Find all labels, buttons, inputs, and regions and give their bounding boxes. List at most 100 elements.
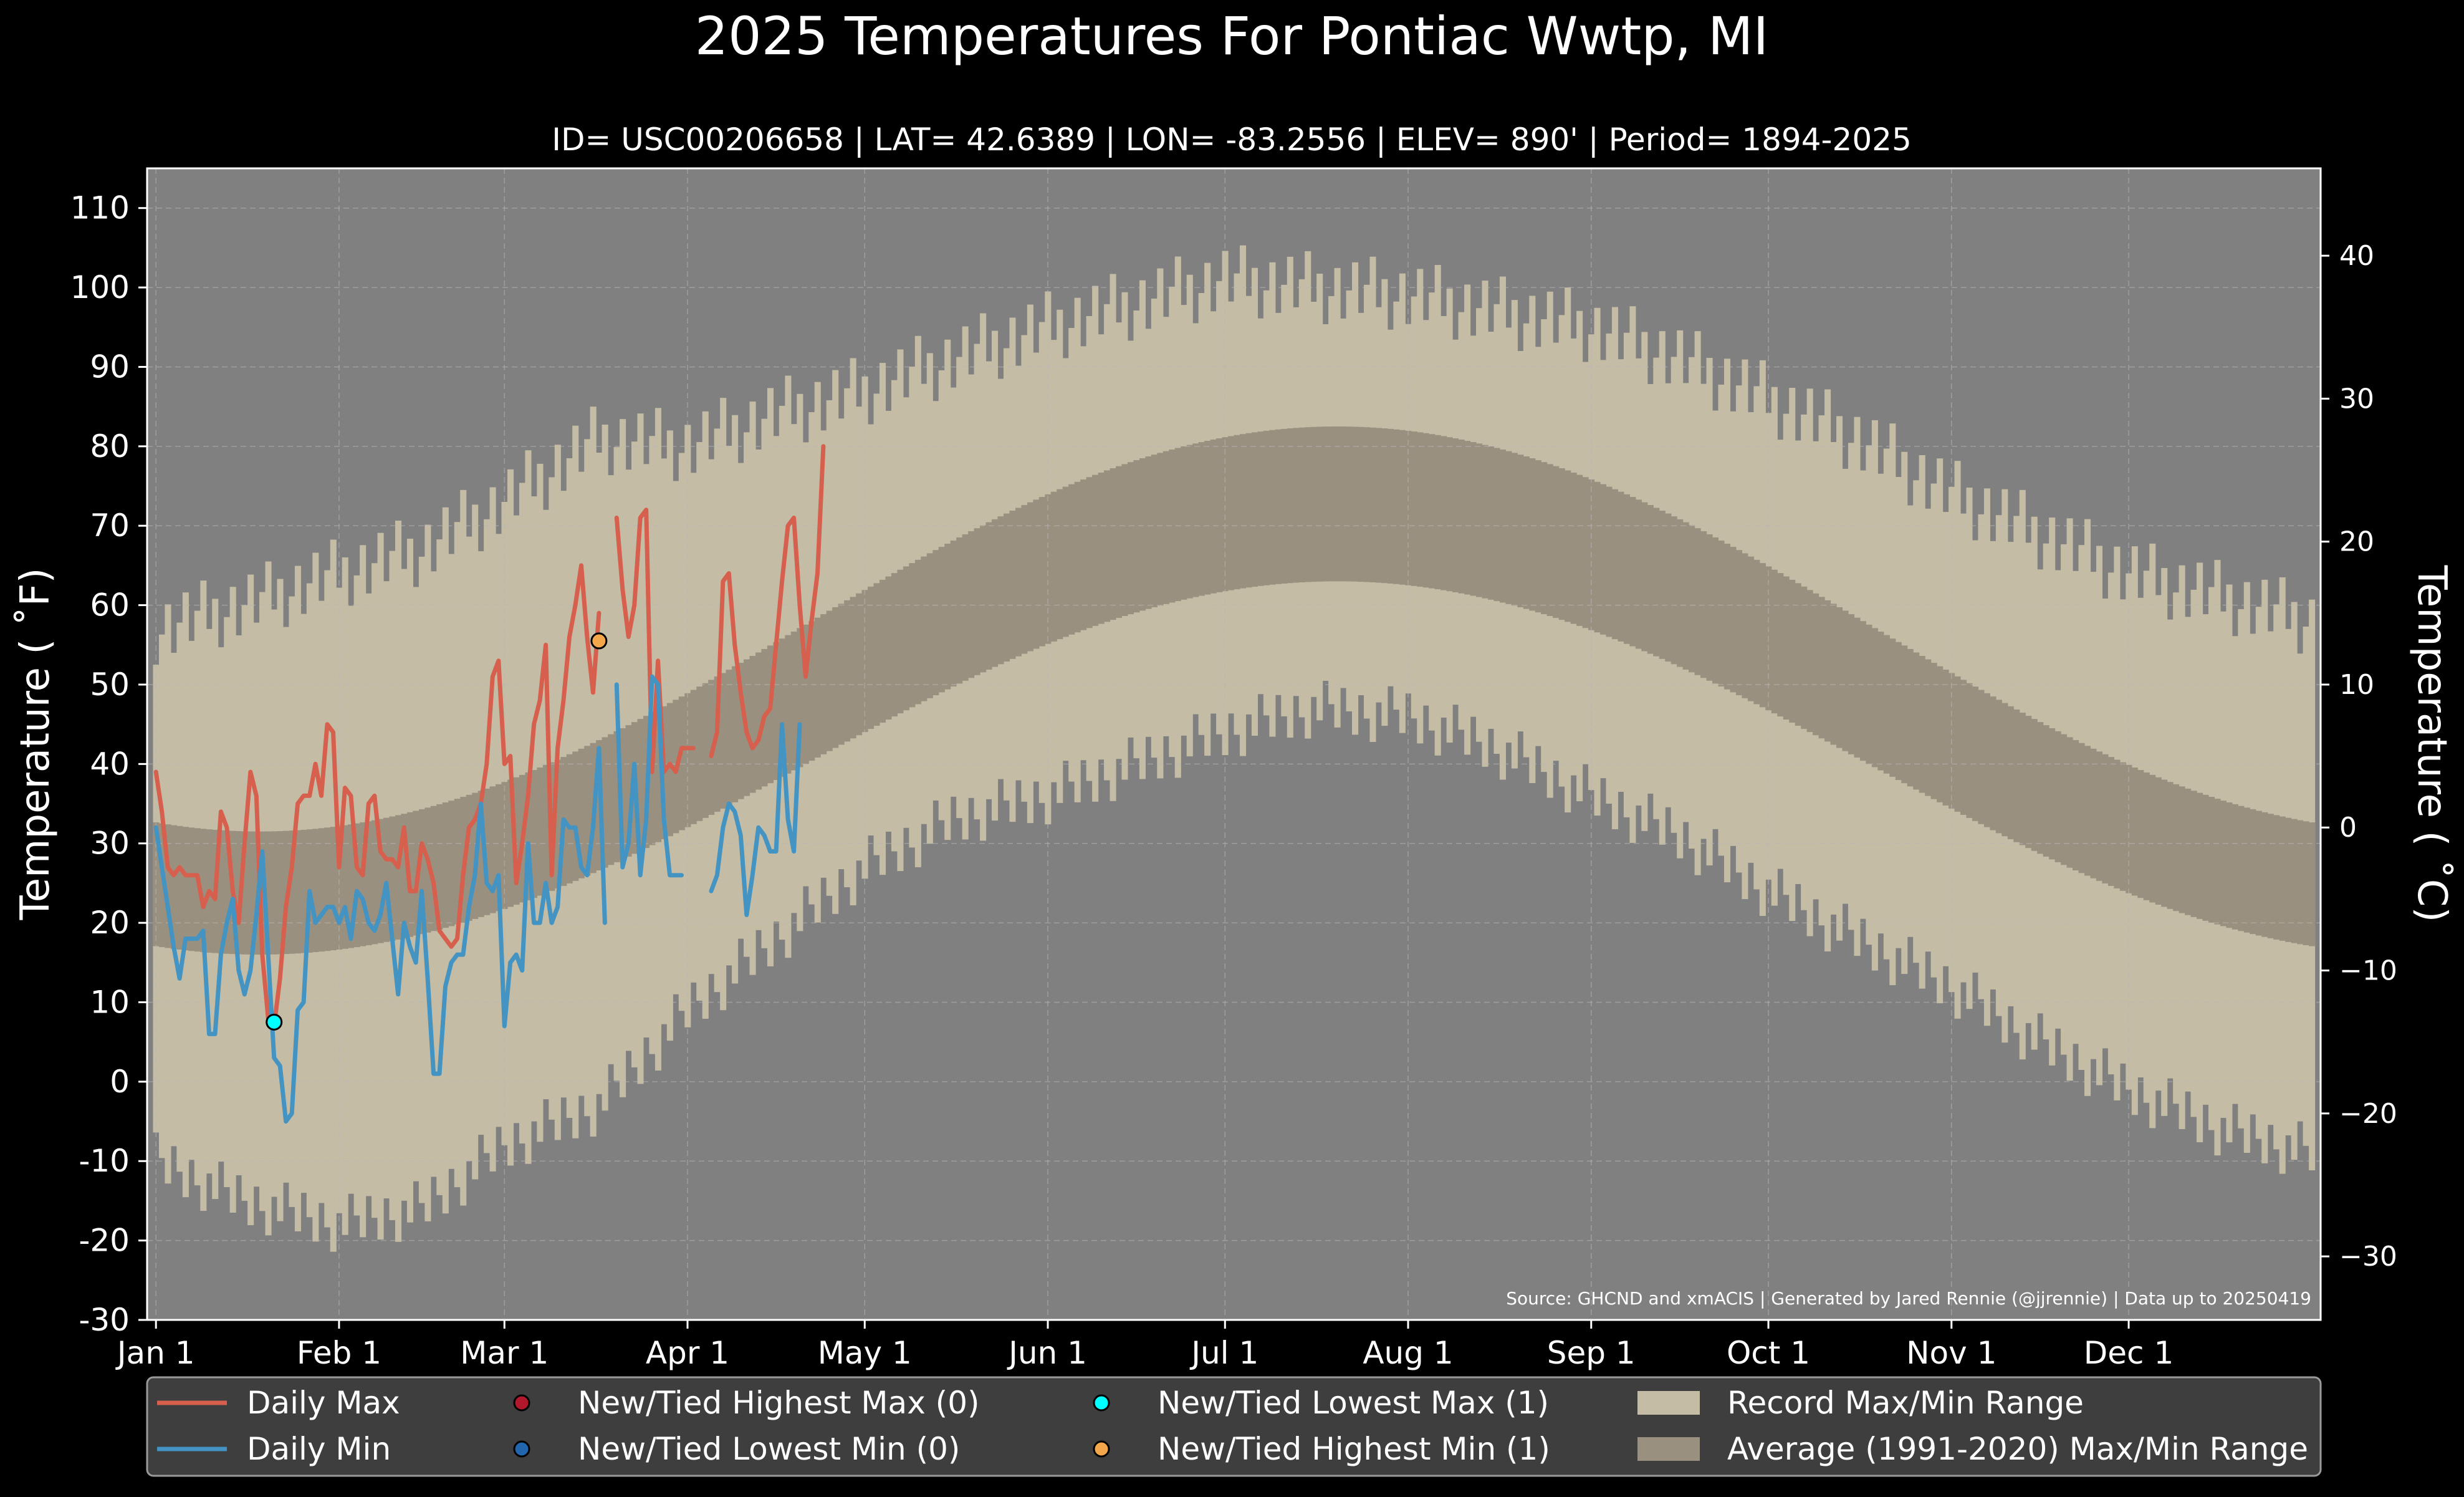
normal-range-bar [1322, 426, 1329, 582]
normal-range-bar [1399, 430, 1406, 585]
normal-range-bar [1611, 489, 1619, 640]
y-tick-label: 110 [70, 190, 130, 226]
normal-range-bar [477, 791, 484, 917]
normal-range-bar [2054, 731, 2061, 862]
normal-range-bar [726, 670, 732, 806]
normal-range-bar [985, 522, 992, 670]
normal-range-bar [737, 663, 744, 799]
normal-range-bar [1174, 448, 1181, 602]
normal-range-bar [797, 628, 803, 768]
normal-range-bar [1340, 426, 1347, 582]
legend-swatch-dot [513, 1394, 530, 1412]
normal-range-bar [1871, 628, 1878, 768]
normal-range-bar [602, 737, 608, 868]
normal-range-bar [1352, 426, 1359, 582]
normal-range-bar [938, 547, 945, 693]
normal-range-bar [2025, 716, 2032, 849]
normal-range-bar [312, 829, 319, 953]
normal-range-bar [1671, 516, 1677, 665]
normal-range-bar [271, 831, 278, 955]
normal-range-bar [1234, 435, 1240, 590]
normal-range-bar [620, 728, 626, 860]
normal-range-bar [1966, 683, 1973, 818]
legend-label: Daily Min [247, 1431, 391, 1467]
normal-range-bar [649, 713, 656, 845]
legend-label: Average (1991-2020) Max/Min Range [1727, 1431, 2308, 1467]
normal-range-bar [1157, 453, 1164, 606]
normal-range-bar [170, 825, 177, 949]
normal-range-bar [265, 831, 272, 955]
normal-range-bar [247, 831, 254, 955]
normal-range-bar [2291, 819, 2298, 943]
x-tick-label: Nov 1 [1906, 1335, 1997, 1371]
normal-range-bar [1057, 489, 1063, 640]
normal-range-bar [2226, 802, 2233, 928]
legend-label: New/Tied Lowest Min (0) [578, 1431, 960, 1467]
normal-range-bar [1990, 696, 1997, 830]
series-line-daily-max [153, 444, 826, 1029]
normal-range-bar [1198, 442, 1205, 596]
normal-range-bar [1866, 624, 1872, 764]
normal-range-bar [1753, 559, 1760, 705]
normal-range-bar [1813, 593, 1819, 736]
normal-range-bar [1694, 528, 1701, 675]
normal-range-bar [2090, 748, 2097, 878]
normal-range-bar [289, 830, 295, 954]
normal-range-bar [2019, 713, 2026, 845]
normal-range-bar [1045, 494, 1052, 644]
normal-range-bar [1659, 511, 1666, 659]
normal-range-bar [1493, 448, 1500, 602]
y-tick-label: 0 [110, 1064, 130, 1100]
y-tick-label: -20 [79, 1223, 130, 1259]
normal-range-bar [950, 540, 957, 687]
legend-swatch-patch [1637, 1391, 1700, 1415]
normal-range-bar [666, 703, 673, 837]
normal-range-bar [2232, 804, 2238, 930]
normal-range-bar [1930, 663, 1937, 799]
normal-range-bar [637, 719, 644, 851]
normal-range-bar [1015, 508, 1022, 657]
normal-range-bar [879, 579, 886, 723]
normal-range-bar [1464, 440, 1471, 595]
normal-range-bar [1487, 446, 1495, 600]
normal-range-bar [525, 772, 532, 900]
normal-range-bar [324, 827, 331, 951]
normal-range-bar [1115, 466, 1123, 619]
y-tick-label: 80 [90, 428, 130, 465]
normal-range-bar [1104, 470, 1111, 622]
normal-range-bar [1836, 607, 1843, 748]
normal-range-bar [1139, 458, 1146, 611]
normal-range-bar [1310, 426, 1317, 582]
normal-range-bar [1783, 576, 1790, 720]
y-tick-label: -30 [79, 1302, 130, 1338]
normal-range-bar [1913, 652, 1920, 790]
normal-range-bar [932, 550, 939, 696]
normal-range-bar [2297, 820, 2304, 945]
x-tick-label: Jul 1 [1189, 1335, 1258, 1371]
normal-range-bar [342, 825, 348, 949]
record-markers [266, 632, 608, 1031]
normal-range-bar [1801, 586, 1808, 729]
normal-range-bar [861, 590, 868, 733]
normal-range-bar [1558, 468, 1565, 620]
normal-range-bar [1706, 534, 1713, 681]
normal-range-bar [1505, 451, 1512, 604]
normal-range-bar [856, 593, 863, 736]
normal-range-bar [1983, 693, 1990, 827]
normal-range-bar [1553, 466, 1560, 619]
normal-range-bar [1700, 531, 1707, 678]
normal-range-bar [1245, 433, 1252, 588]
normal-range-bar [383, 817, 390, 942]
normal-range-bar [1305, 427, 1311, 582]
normal-range-bar [897, 569, 904, 714]
normal-range-bar [2303, 821, 2309, 946]
legend-label: Record Max/Min Range [1727, 1385, 2084, 1421]
normal-range-bar [182, 827, 189, 951]
x-tick-label: Sep 1 [1547, 1335, 1636, 1371]
normal-range-bar [1889, 638, 1896, 777]
y-tick-label: 100 [70, 269, 130, 306]
legend-box [146, 1376, 2322, 1477]
normal-range-bar [330, 827, 337, 951]
normal-range-bar [992, 519, 999, 667]
